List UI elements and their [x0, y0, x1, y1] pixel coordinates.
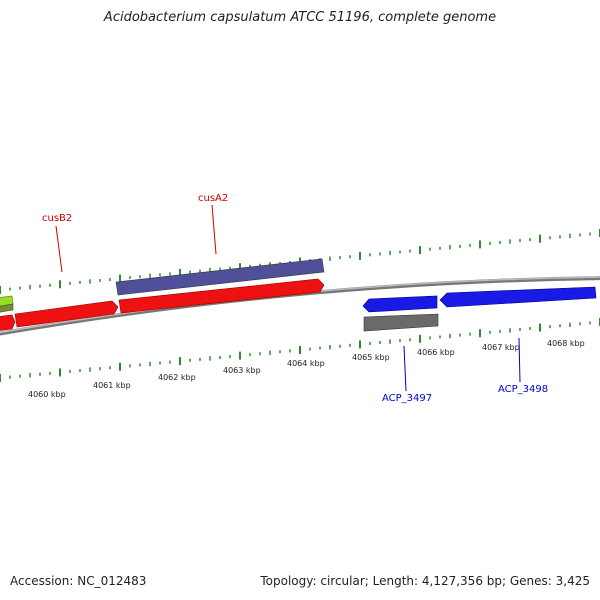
label-cusB2: cusB2: [42, 213, 72, 224]
ACP_3498-label-line: [518, 337, 521, 383]
scale-label-4060: 4060 kbp: [28, 390, 66, 399]
gene-cusB2[interactable]: [14, 300, 119, 328]
cusB2-label-line: [55, 225, 63, 273]
gene-partial-red-left[interactable]: [0, 314, 16, 331]
gene-ACP_3498[interactable]: [439, 286, 597, 308]
gene-cusA2-outer-bar[interactable]: [115, 258, 325, 296]
gene-ACP_3497[interactable]: [362, 295, 438, 313]
gene-cusA2[interactable]: [118, 278, 325, 314]
scale-label-4066: 4066 kbp: [417, 348, 455, 357]
scale-label-4068: 4068 kbp: [547, 339, 585, 348]
label-cusA2: cusA2: [198, 193, 228, 204]
label-ACP_3498: ACP_3498: [498, 384, 548, 395]
cusA2-label-line: [211, 204, 217, 255]
label-ACP_3497: ACP_3497: [382, 393, 432, 404]
scale-label-4067: 4067 kbp: [482, 343, 520, 352]
gene-gray-rna[interactable]: [363, 313, 439, 332]
lower-tick-row: [0, 318, 600, 382]
genome-title: Acidobacterium capsulatum ATCC 51196, co…: [103, 10, 497, 25]
scale-label-4061: 4061 kbp: [93, 381, 131, 390]
scale-label-4064: 4064 kbp: [287, 359, 325, 368]
scale-label-4062: 4062 kbp: [158, 373, 196, 382]
accession-text: Accession: NC_012483: [10, 574, 147, 588]
genome-summary-text: Topology: circular; Length: 4,127,356 bp…: [260, 574, 590, 588]
ACP_3497-label-line: [403, 345, 407, 392]
scale-label-4065: 4065 kbp: [352, 353, 390, 362]
scale-label-4063: 4063 kbp: [223, 366, 261, 375]
gene-partial-green-dark[interactable]: [0, 303, 14, 313]
